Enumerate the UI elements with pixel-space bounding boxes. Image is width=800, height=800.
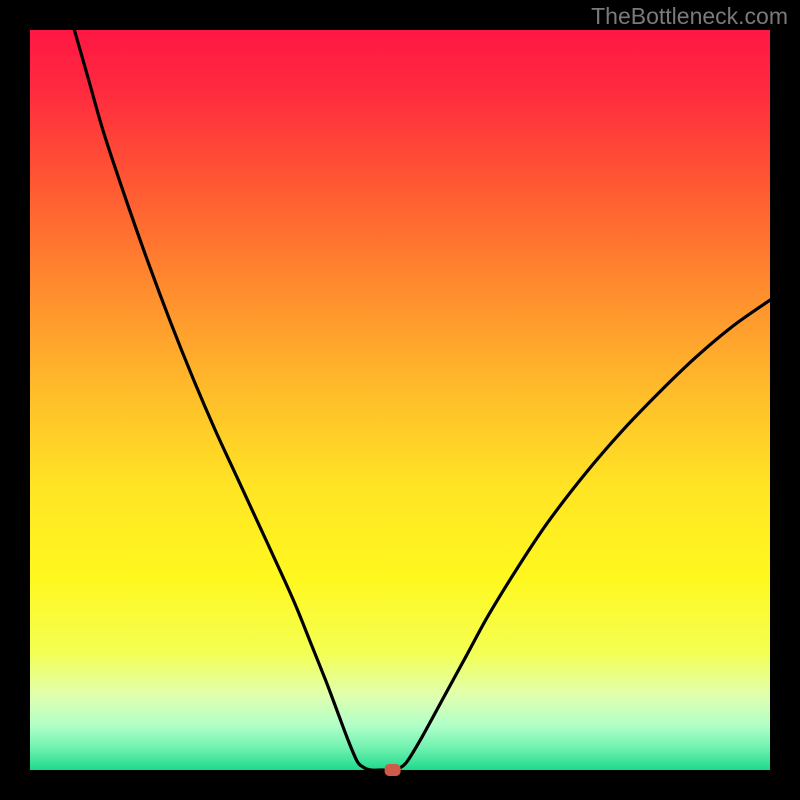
- plot-svg: [0, 0, 800, 800]
- plot-gradient-area: [30, 30, 770, 770]
- watermark-label: TheBottleneck.com: [591, 3, 788, 30]
- chart-stage: TheBottleneck.com: [0, 0, 800, 800]
- optimal-point-marker: [385, 765, 400, 776]
